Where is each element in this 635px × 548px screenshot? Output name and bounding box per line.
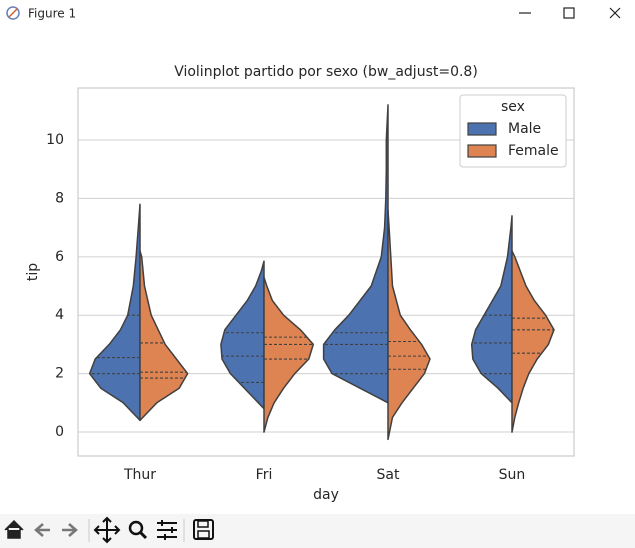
app-icon xyxy=(6,6,20,20)
zoom-button[interactable] xyxy=(128,520,148,540)
forward-button[interactable] xyxy=(62,523,78,537)
half-violin xyxy=(220,260,265,410)
y-tick-label: 2 xyxy=(55,366,64,382)
close-button[interactable] xyxy=(609,7,621,19)
y-tick-label: 4 xyxy=(55,307,64,323)
plot-frame xyxy=(77,87,575,457)
x-tick-label: Sat xyxy=(377,467,400,483)
y-tick-label: 0 xyxy=(55,424,64,440)
x-tick-label: Sun xyxy=(499,467,526,483)
chart-title: Violinplot partido por sexo (bw_adjust=0… xyxy=(174,64,478,80)
legend-label: Male xyxy=(508,121,541,137)
half-violin xyxy=(139,250,189,422)
x-tick-label: Fri xyxy=(256,467,273,483)
half-violin xyxy=(387,209,431,441)
y-axis-label: tip xyxy=(25,263,41,281)
half-violin xyxy=(511,250,555,433)
window-title: Figure 1 xyxy=(28,7,76,21)
configure-button[interactable] xyxy=(157,520,177,540)
x-axis-label: day xyxy=(313,487,339,503)
chart: Violinplot partido por sexo (bw_adjust=0… xyxy=(25,64,575,503)
home-button[interactable] xyxy=(4,519,24,539)
x-tick-label: Thur xyxy=(123,467,156,483)
save-button[interactable] xyxy=(193,519,214,540)
legend-swatch xyxy=(467,144,497,158)
legend-label: Female xyxy=(508,143,559,159)
y-tick-label: 6 xyxy=(55,249,64,265)
half-violin xyxy=(263,276,315,433)
back-button[interactable] xyxy=(34,523,50,537)
half-violin xyxy=(88,203,141,422)
legend-title: sex xyxy=(501,99,525,115)
half-violin xyxy=(470,215,513,404)
y-tick-label: 8 xyxy=(55,190,64,206)
title-bar xyxy=(0,0,635,28)
y-tick-label: 10 xyxy=(46,132,64,148)
legend-swatch xyxy=(467,122,497,136)
pan-button[interactable] xyxy=(93,516,121,544)
maximize-button[interactable] xyxy=(563,7,575,19)
half-violin xyxy=(322,104,389,404)
